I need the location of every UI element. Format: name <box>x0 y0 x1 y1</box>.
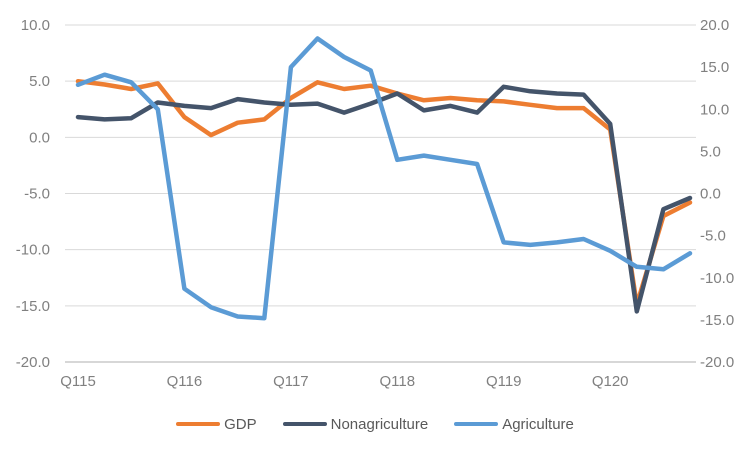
y-axis-right-tick-label: 5.0 <box>700 143 721 160</box>
gdp-line <box>75 78 693 307</box>
y-axis-right-tick-label: 20.0 <box>700 17 729 34</box>
legend: GDP Nonagriculture Agriculture <box>0 409 750 439</box>
y-axis-left-tick-label: 5.0 <box>29 73 50 90</box>
legend-label: GDP <box>224 415 257 433</box>
x-axis-tick-label: Q120 <box>592 373 629 390</box>
legend-item-nonagriculture: Nonagriculture <box>282 415 429 433</box>
y-axis-left-tick-label: -5.0 <box>24 186 50 203</box>
legend-item-gdp: GDP <box>176 416 257 433</box>
y-axis-left-tick-label: -15.0 <box>16 298 50 315</box>
legend-marker-nonagriculture <box>282 421 327 427</box>
legend-label: Nonagriculture <box>330 415 429 433</box>
x-axis-tick-label: Q115 <box>60 373 96 390</box>
y-axis-left-tick-label: 0.0 <box>29 129 50 146</box>
y-axis-left-tick-label: -10.0 <box>16 242 50 259</box>
x-axis-tick-label: Q117 <box>273 373 309 390</box>
y-axis-right-tick-label: -10.0 <box>700 270 734 287</box>
y-axis-left-tick-label: -20.0 <box>16 354 50 371</box>
y-axis-right-tick-label: 0.0 <box>700 186 721 203</box>
y-axis-left-tick-label: 10.0 <box>21 17 50 34</box>
y-axis-right-tick-label: -20.0 <box>700 354 734 371</box>
legend-marker-agriculture <box>454 421 499 427</box>
x-axis-tick-label: Q119 <box>486 373 522 390</box>
y-axis-right-tick-label: 15.0 <box>700 59 729 76</box>
y-axis-right-tick-label: -15.0 <box>700 312 734 329</box>
x-axis-tick-label: Q116 <box>167 373 203 390</box>
agriculture-line <box>75 36 693 321</box>
nonagriculture-line <box>75 84 693 314</box>
y-axis-right-tick-label: -5.0 <box>700 228 726 245</box>
legend-label: Agriculture <box>502 415 574 433</box>
x-axis-tick-label: Q118 <box>380 373 416 390</box>
legend-item-agriculture: Agriculture <box>454 416 574 433</box>
legend-marker-gdp <box>176 421 221 427</box>
y-axis-right-tick-label: 10.0 <box>700 101 729 118</box>
